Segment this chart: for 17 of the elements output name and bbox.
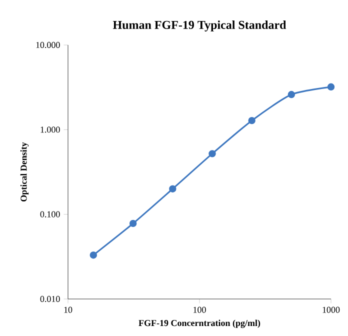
- x-tick-label: 100: [194, 306, 206, 313]
- point: [248, 116, 256, 124]
- point: [169, 185, 176, 192]
- point: [327, 83, 335, 90]
- y-tick-label: 1.000: [40, 126, 60, 133]
- x-tick-label: 1000: [322, 306, 340, 313]
- point: [90, 251, 97, 259]
- y-tick-label: 0.010: [40, 296, 60, 302]
- x-axis-title: FGF-19 Concerntration (pg/ml): [138, 320, 260, 328]
- point: [129, 220, 137, 228]
- point: [208, 150, 216, 158]
- y-axis-title: Optical Density: [20, 142, 29, 202]
- chart-title: Human FGF-19 Typical Standard: [112, 20, 286, 32]
- y-tick-label: 10.000: [36, 42, 60, 48]
- point: [288, 90, 296, 98]
- x-tick-label: 10: [64, 306, 72, 313]
- y-tick-label: 0.100: [40, 211, 60, 218]
